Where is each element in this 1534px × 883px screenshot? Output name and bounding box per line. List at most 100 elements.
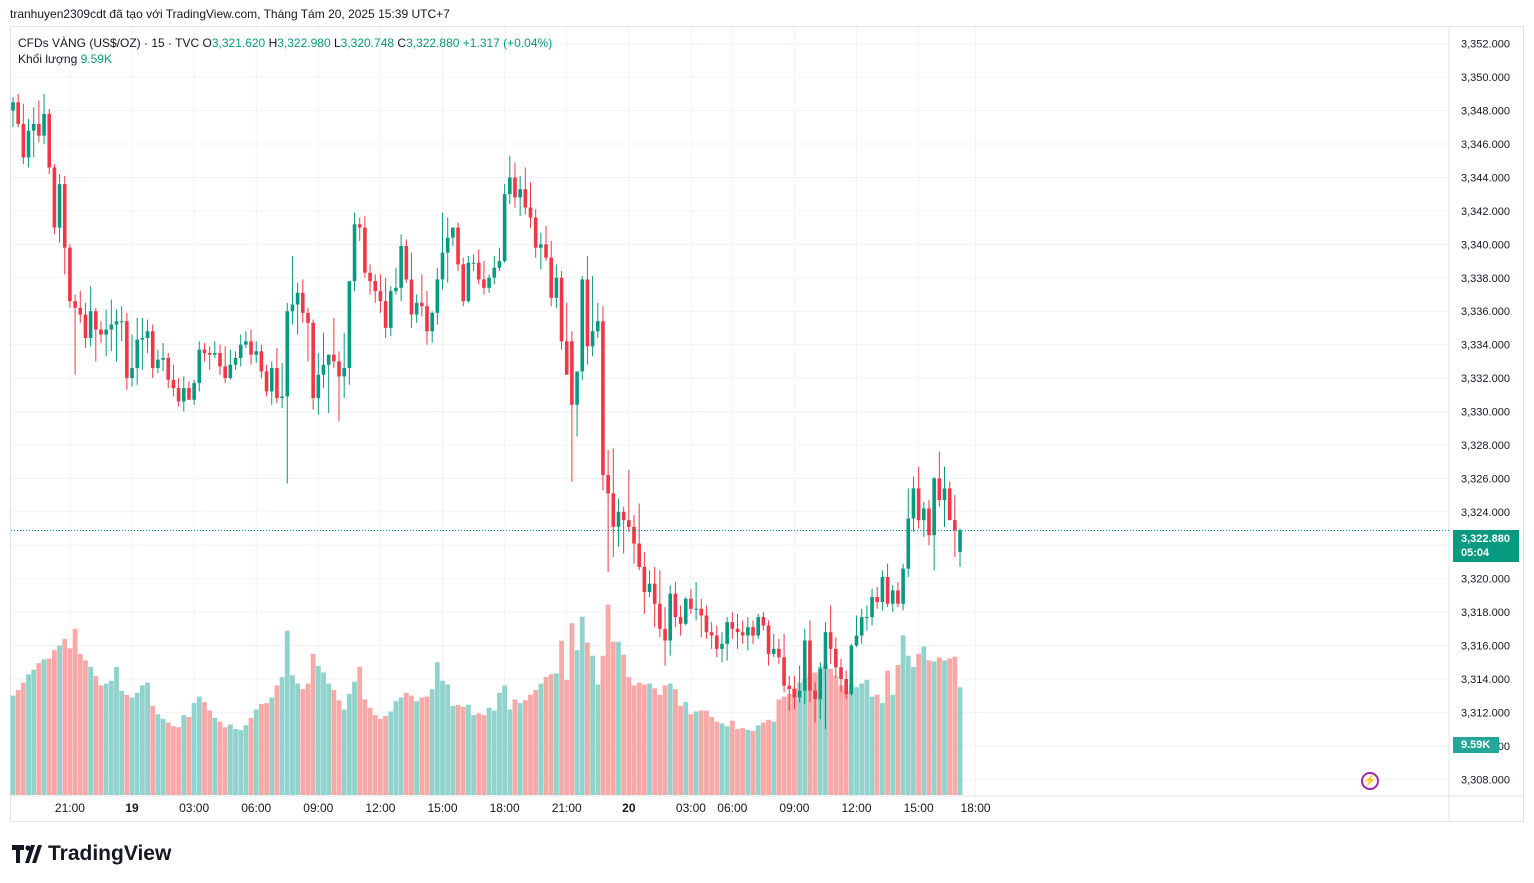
volume-bar xyxy=(160,718,166,795)
candle-body xyxy=(150,331,155,369)
volume-bar xyxy=(719,723,725,795)
volume-label[interactable]: Khối lượng xyxy=(18,52,78,66)
volume-bar xyxy=(471,715,476,795)
candle-body xyxy=(52,167,57,228)
candle-body xyxy=(709,632,714,636)
y-tick-label: 3,326.000 xyxy=(1461,473,1510,485)
candle-body xyxy=(202,349,207,353)
x-tick-label: 18:00 xyxy=(490,801,520,815)
volume-bar xyxy=(848,683,854,795)
volume-bar xyxy=(859,683,865,795)
candle-body xyxy=(652,583,657,604)
candle-body xyxy=(482,279,486,288)
volume-bar xyxy=(729,720,735,795)
candle-body xyxy=(885,577,890,604)
volume-bar xyxy=(786,693,792,795)
volume-bar xyxy=(947,658,953,795)
candle-body xyxy=(352,224,357,282)
candle-body xyxy=(777,648,781,658)
volume-bar xyxy=(564,679,570,795)
candle-body xyxy=(476,262,481,280)
volume-bar xyxy=(610,641,616,795)
candle-body xyxy=(435,279,440,313)
candle-body xyxy=(637,543,641,567)
x-tick-label: 09:00 xyxy=(303,801,333,815)
candle-body xyxy=(373,281,378,292)
volume-bar xyxy=(315,665,321,795)
y-tick-label: 3,308.000 xyxy=(1461,774,1510,786)
volume-bar xyxy=(740,728,746,795)
volume-bar xyxy=(31,669,37,795)
lightning-icon[interactable]: ⚡ xyxy=(1361,772,1379,790)
candle-body xyxy=(130,368,134,379)
x-tick-label: 20 xyxy=(622,801,636,815)
volume-bar xyxy=(854,687,859,795)
volume-bar xyxy=(538,683,544,795)
volume-bar xyxy=(139,685,145,795)
ohlc-row: CFDs VÀNG (US$/OZ) · 15 · TVC O3,321.620… xyxy=(18,35,552,51)
volume-bar xyxy=(755,725,761,795)
volume-bar xyxy=(678,705,683,795)
candle-body xyxy=(285,311,290,397)
volume-bar xyxy=(843,691,849,795)
candle-body xyxy=(404,245,409,280)
volume-bar xyxy=(942,660,947,795)
candle-body xyxy=(647,583,652,593)
volume-bar xyxy=(310,653,316,795)
candle-body xyxy=(839,667,843,679)
candle-body xyxy=(471,262,476,264)
volume-bar xyxy=(93,676,99,795)
volume-bar xyxy=(647,683,652,795)
candle-body xyxy=(823,632,828,669)
candle-body xyxy=(611,493,616,527)
candle-body xyxy=(492,267,497,278)
candle-body xyxy=(264,371,269,392)
candle-body xyxy=(601,321,605,476)
volume-value: 9.59K xyxy=(80,52,112,66)
candle-body xyxy=(808,640,812,691)
volume-bar xyxy=(709,717,715,795)
candle-body xyxy=(580,279,585,372)
volume-bar xyxy=(352,681,357,795)
candle-body xyxy=(37,123,41,136)
volume-bar xyxy=(616,641,621,795)
candle-body xyxy=(57,184,62,228)
y-tick-label: 3,332.000 xyxy=(1461,373,1510,385)
candle-body xyxy=(342,368,346,377)
x-tick-label: 19 xyxy=(125,801,139,815)
candle-body xyxy=(269,368,274,392)
volume-bar xyxy=(202,702,207,795)
volume-bar xyxy=(196,696,202,795)
volume-bar xyxy=(414,701,420,795)
x-tick-label: 06:00 xyxy=(241,801,271,815)
candle-body xyxy=(880,577,885,603)
candle-body xyxy=(575,371,579,405)
tradingview-mark-icon xyxy=(12,845,42,863)
volume-bar xyxy=(760,722,766,795)
volume-bar xyxy=(621,654,627,795)
candle-body xyxy=(357,224,362,228)
candle-body xyxy=(213,352,217,355)
candle-body xyxy=(244,341,248,345)
volume-bar xyxy=(207,710,213,795)
volume-bar xyxy=(936,657,942,795)
candle-body xyxy=(865,617,869,619)
candle-body xyxy=(135,339,139,369)
symbol-label[interactable]: CFDs VÀNG (US$/OZ) · 15 · TVC xyxy=(18,36,200,50)
volume-bar xyxy=(165,722,171,795)
candle-body xyxy=(694,608,698,610)
volume-bar xyxy=(388,711,394,795)
volume-bar xyxy=(155,714,161,795)
candle-body xyxy=(730,622,735,629)
candle-body xyxy=(181,388,186,402)
candle-body xyxy=(906,518,911,569)
low-label: L xyxy=(333,36,341,50)
volume-bar xyxy=(248,717,254,795)
volume-bar xyxy=(641,684,647,795)
candle-body xyxy=(78,307,83,315)
volume-bar xyxy=(921,646,927,795)
volume-bar xyxy=(911,666,916,795)
volume-bar xyxy=(522,700,528,795)
volume-bar xyxy=(750,730,756,795)
